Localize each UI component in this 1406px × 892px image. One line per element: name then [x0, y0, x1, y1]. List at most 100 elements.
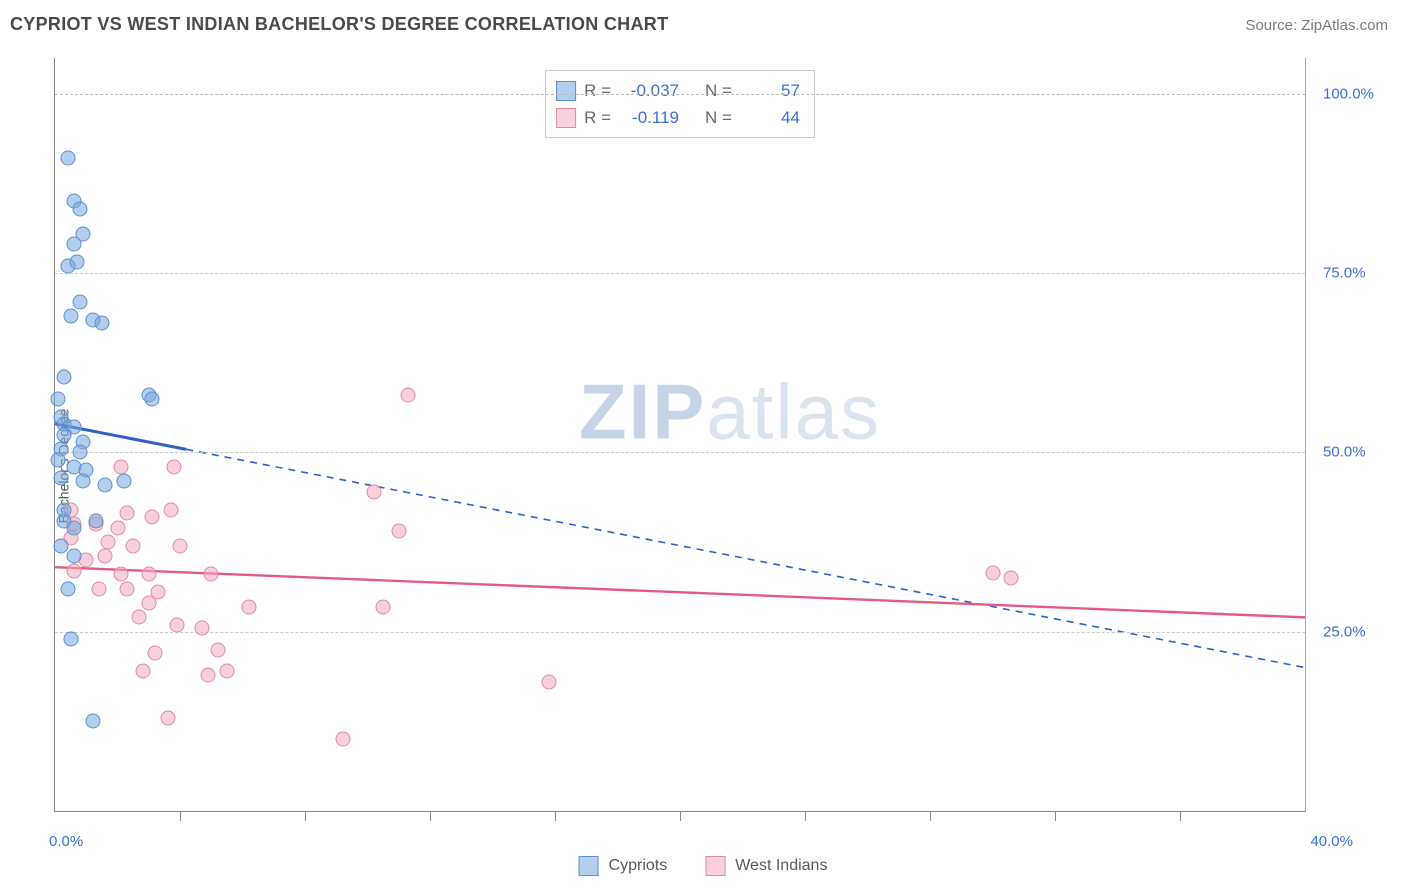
data-point-cypriots: [116, 474, 131, 489]
data-point-cypriots: [66, 549, 81, 564]
x-tick: [805, 811, 806, 821]
data-point-westindians: [144, 509, 159, 524]
data-point-westindians: [173, 538, 188, 553]
data-point-cypriots: [69, 255, 84, 270]
x-tick: [430, 811, 431, 821]
data-point-westindians: [113, 459, 128, 474]
data-point-westindians: [163, 502, 178, 517]
y-tick-label: 25.0%: [1323, 623, 1366, 640]
data-point-cypriots: [63, 309, 78, 324]
legend-item-cypriots: Cypriots: [579, 856, 668, 876]
x-tick: [1180, 811, 1181, 821]
data-point-westindians: [391, 524, 406, 539]
chart-title: CYPRIOT VS WEST INDIAN BACHELOR'S DEGREE…: [10, 14, 668, 35]
data-point-cypriots: [66, 520, 81, 535]
data-point-westindians: [132, 610, 147, 625]
stats-legend-box: R = -0.037 N = 57 R = -0.119 N = 44: [545, 70, 815, 138]
data-point-westindians: [1004, 570, 1019, 585]
data-point-westindians: [126, 538, 141, 553]
x-tick: [555, 811, 556, 821]
data-point-westindians: [210, 642, 225, 657]
legend-label-cypriots: Cypriots: [609, 857, 668, 875]
plot-area: ZIPatlas R = -0.037 N = 57 R = -0.119 N …: [54, 58, 1306, 812]
stat-n-westindians: 44: [740, 104, 800, 131]
data-point-cypriots: [63, 631, 78, 646]
data-point-westindians: [366, 484, 381, 499]
x-tick: [305, 811, 306, 821]
data-point-westindians: [91, 581, 106, 596]
data-point-westindians: [985, 565, 1000, 580]
data-point-westindians: [141, 596, 156, 611]
data-point-cypriots: [85, 714, 100, 729]
watermark-light: atlas: [706, 367, 881, 455]
data-point-westindians: [241, 599, 256, 614]
data-point-cypriots: [51, 452, 66, 467]
data-point-westindians: [541, 674, 556, 689]
data-point-cypriots: [57, 427, 72, 442]
data-point-cypriots: [73, 445, 88, 460]
data-point-cypriots: [66, 237, 81, 252]
bottom-legend: Cypriots West Indians: [579, 856, 828, 876]
data-point-westindians: [119, 581, 134, 596]
data-point-westindians: [166, 459, 181, 474]
data-point-westindians: [376, 599, 391, 614]
data-point-westindians: [113, 567, 128, 582]
data-point-westindians: [169, 617, 184, 632]
stat-n-label: N =: [705, 77, 732, 104]
stats-row-westindians: R = -0.119 N = 44: [556, 104, 800, 131]
data-point-westindians: [110, 520, 125, 535]
data-point-westindians: [219, 664, 234, 679]
swatch-cypriots: [556, 81, 576, 101]
stat-r-westindians: -0.119: [619, 104, 679, 131]
data-point-westindians: [335, 732, 350, 747]
data-point-cypriots: [73, 294, 88, 309]
x-start-label: 0.0%: [49, 833, 83, 850]
data-point-cypriots: [51, 391, 66, 406]
data-point-cypriots: [60, 581, 75, 596]
data-point-cypriots: [94, 316, 109, 331]
legend-item-westindians: West Indians: [705, 856, 827, 876]
data-point-westindians: [194, 621, 209, 636]
data-point-westindians: [160, 710, 175, 725]
stats-row-cypriots: R = -0.037 N = 57: [556, 77, 800, 104]
data-point-westindians: [135, 664, 150, 679]
data-point-cypriots: [88, 513, 103, 528]
stat-r-label: R =: [584, 77, 611, 104]
data-point-westindians: [101, 535, 116, 550]
data-point-cypriots: [144, 391, 159, 406]
data-point-westindians: [401, 388, 416, 403]
swatch-cypriots: [579, 856, 599, 876]
stat-n-cypriots: 57: [740, 77, 800, 104]
swatch-westindians: [556, 108, 576, 128]
gridline: [55, 632, 1305, 633]
x-end-label: 40.0%: [1310, 833, 1353, 850]
data-point-westindians: [148, 646, 163, 661]
data-point-cypriots: [60, 151, 75, 166]
y-tick-label: 100.0%: [1323, 85, 1374, 102]
data-point-cypriots: [54, 470, 69, 485]
watermark: ZIPatlas: [579, 366, 881, 457]
stat-r-label: R =: [584, 104, 611, 131]
source-label: Source: ZipAtlas.com: [1245, 17, 1388, 34]
chart-container: Bachelor's Degree ZIPatlas R = -0.037 N …: [10, 48, 1396, 884]
data-point-cypriots: [98, 477, 113, 492]
data-point-cypriots: [73, 201, 88, 216]
x-tick: [180, 811, 181, 821]
stat-n-label: N =: [705, 104, 732, 131]
x-tick: [1055, 811, 1056, 821]
regression-lines-layer: [55, 58, 1305, 811]
data-point-westindians: [119, 506, 134, 521]
swatch-westindians: [705, 856, 725, 876]
gridline: [55, 452, 1305, 453]
x-tick: [930, 811, 931, 821]
gridline: [55, 94, 1305, 95]
data-point-westindians: [201, 667, 216, 682]
data-point-westindians: [141, 567, 156, 582]
data-point-cypriots: [57, 370, 72, 385]
data-point-westindians: [66, 563, 81, 578]
stat-r-cypriots: -0.037: [619, 77, 679, 104]
data-point-westindians: [98, 549, 113, 564]
watermark-bold: ZIP: [579, 367, 706, 455]
y-tick-label: 75.0%: [1323, 265, 1366, 282]
data-point-westindians: [204, 567, 219, 582]
